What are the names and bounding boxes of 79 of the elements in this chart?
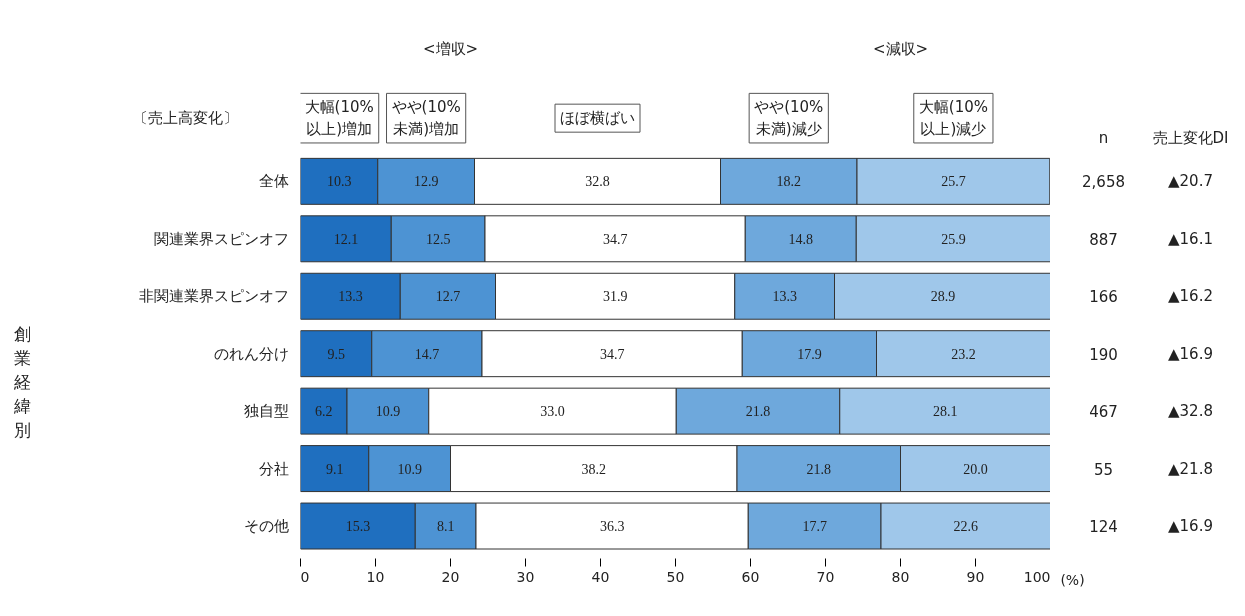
- series-label: やや(10%未満)増加: [391, 98, 461, 138]
- text: <増収>: [422, 40, 479, 59]
- text: 190: [1089, 345, 1118, 364]
- y-tick-label: 分社: [258, 459, 289, 478]
- data-label: 13.3: [772, 289, 797, 305]
- text: 〔売上高変化〕: [133, 109, 238, 128]
- x-tick-label: 40: [591, 568, 610, 585]
- x-tick-label: 60: [741, 568, 760, 585]
- data-label: 36.3: [599, 519, 625, 535]
- data-label: 6.2: [315, 404, 333, 420]
- data-label: 32.8: [585, 174, 610, 190]
- data-label: 28.1: [932, 404, 958, 420]
- data-label: 10.9: [375, 404, 401, 420]
- series-label: 大幅(10%以上)減少: [918, 98, 988, 138]
- y-tick-label: のれん分け: [213, 344, 289, 363]
- x-tick-label: 10: [366, 568, 385, 585]
- text: n: [1098, 129, 1109, 148]
- data-label: 23.2: [951, 346, 976, 362]
- data-label: 25.7: [941, 174, 966, 190]
- text: ▲16.9: [1168, 344, 1213, 363]
- data-label: 38.2: [581, 461, 606, 477]
- text: ▲16.1: [1168, 229, 1213, 248]
- y-tick-label: 非関連業界スピンオフ: [138, 287, 289, 306]
- text: ▲32.8: [1168, 402, 1213, 421]
- data-label: 25.9: [941, 231, 966, 247]
- text: (%): [1060, 571, 1085, 588]
- series-label: やや(10%未満)減少: [754, 98, 824, 138]
- text: 887: [1089, 230, 1118, 249]
- text: 売上変化DI: [1152, 129, 1229, 148]
- text: 創業経緯別: [13, 324, 31, 441]
- text: 124: [1089, 518, 1118, 537]
- data-label: 18.2: [776, 174, 801, 190]
- data-label: 31.9: [602, 289, 628, 305]
- text: ▲21.8: [1168, 459, 1213, 478]
- data-label: 15.3: [345, 519, 371, 535]
- data-label: 22.6: [953, 519, 978, 535]
- data-label: 14.8: [788, 231, 813, 247]
- text: ▲16.9: [1168, 517, 1213, 536]
- x-tick-label: 50: [666, 568, 685, 585]
- data-label: 17.7: [802, 519, 827, 535]
- series-label: 大幅(10%以上)増加: [304, 98, 374, 138]
- text: ほぼ横ばい: [560, 109, 635, 128]
- y-tick-label: 独自型: [243, 402, 289, 421]
- y-tick-label: 全体: [258, 172, 289, 191]
- x-tick-label: 30: [516, 568, 535, 585]
- data-label: 20.0: [963, 461, 988, 477]
- x-tick-label: 90: [966, 568, 985, 585]
- text: 166: [1089, 288, 1118, 307]
- data-label: 9.1: [325, 461, 344, 477]
- data-label: 14.7: [414, 346, 440, 362]
- x-tick-label: 70: [816, 568, 835, 585]
- data-label: 28.9: [930, 289, 956, 305]
- data-label: 34.7: [602, 231, 628, 247]
- x-tick-label: 20: [441, 568, 460, 585]
- x-tick-label: 100: [1023, 568, 1051, 585]
- data-label: 21.8: [745, 404, 771, 420]
- data-label: 12.7: [435, 289, 461, 305]
- x-tick-label: 80: [891, 568, 910, 585]
- data-label: 12.9: [413, 174, 439, 190]
- data-label: 10.9: [397, 461, 422, 477]
- text: <減収>: [872, 40, 929, 59]
- data-label: 12.5: [425, 231, 451, 247]
- text: ▲20.7: [1168, 172, 1213, 191]
- text: 55: [1093, 460, 1114, 479]
- data-label: 13.3: [338, 289, 363, 305]
- data-label: 17.9: [797, 346, 822, 362]
- data-label: 33.0: [540, 404, 565, 420]
- text: ▲16.2: [1168, 287, 1213, 306]
- y-tick-label: その他: [243, 517, 289, 536]
- data-label: 12.1: [333, 231, 359, 247]
- data-label: 8.1: [436, 519, 455, 535]
- data-label: 34.7: [599, 346, 625, 362]
- data-label: 21.8: [806, 461, 831, 477]
- x-tick-label: 0: [300, 568, 310, 585]
- data-label: 9.5: [327, 346, 345, 362]
- text: 467: [1089, 403, 1118, 422]
- text: 2,658: [1082, 173, 1125, 192]
- y-tick-label: 関連業界スピンオフ: [153, 229, 289, 248]
- data-label: 10.3: [326, 174, 352, 190]
